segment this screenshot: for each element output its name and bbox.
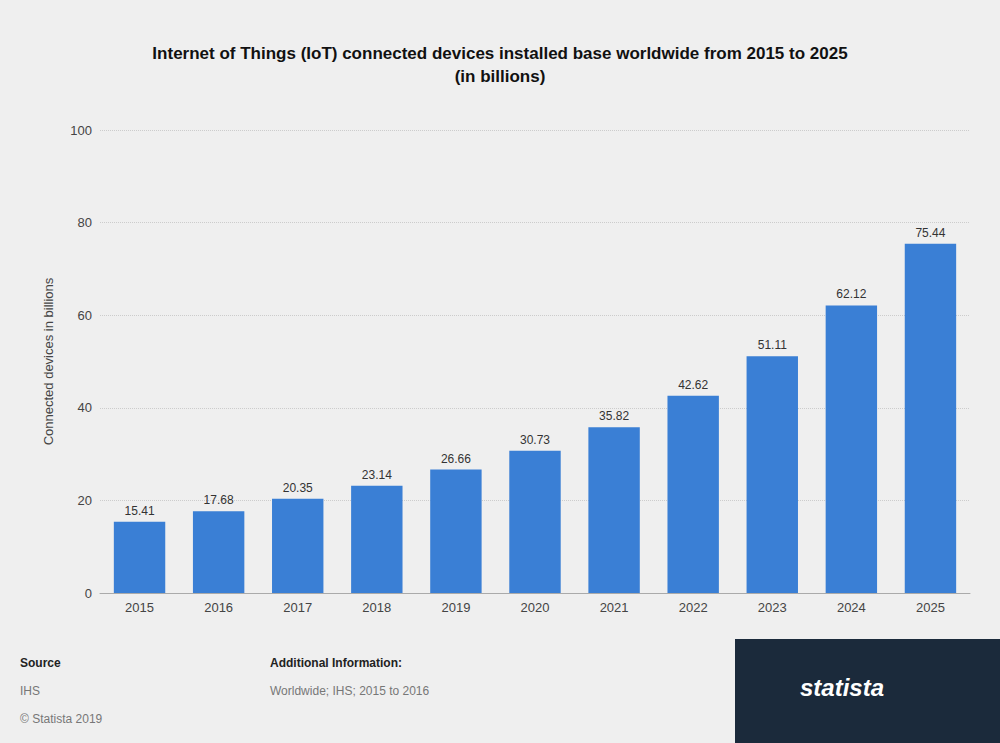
svg-text:Worldwide; IHS; 2015 to 2016: Worldwide; IHS; 2015 to 2016: [270, 684, 430, 698]
svg-text:Internet of Things (IoT) conne: Internet of Things (IoT) connected devic…: [152, 44, 847, 63]
svg-text:80: 80: [78, 215, 92, 230]
svg-text:20.35: 20.35: [283, 481, 313, 495]
svg-text:62.12: 62.12: [836, 287, 866, 301]
svg-text:Source: Source: [20, 656, 61, 670]
svg-text:23.14: 23.14: [362, 468, 392, 482]
svg-text:IHS: IHS: [20, 684, 40, 698]
svg-text:Connected devices in billions: Connected devices in billions: [41, 277, 56, 445]
svg-text:2016: 2016: [204, 600, 233, 615]
svg-text:35.82: 35.82: [599, 409, 629, 423]
svg-text:2025: 2025: [916, 600, 945, 615]
svg-text:100: 100: [70, 123, 92, 138]
svg-text:2019: 2019: [441, 600, 470, 615]
svg-text:60: 60: [78, 308, 92, 323]
svg-text:26.66: 26.66: [441, 452, 471, 466]
svg-text:75.44: 75.44: [915, 226, 945, 240]
svg-text:2021: 2021: [600, 600, 629, 615]
svg-text:30.73: 30.73: [520, 433, 550, 447]
svg-text:2022: 2022: [679, 600, 708, 615]
svg-text:© Statista 2019: © Statista 2019: [20, 712, 103, 726]
svg-text:15.41: 15.41: [125, 504, 155, 518]
svg-text:42.62: 42.62: [678, 378, 708, 392]
svg-text:20: 20: [78, 493, 92, 508]
svg-text:(in billions): (in billions): [455, 67, 546, 86]
svg-text:2020: 2020: [521, 600, 550, 615]
svg-text:2017: 2017: [283, 600, 312, 615]
svg-text:0: 0: [85, 586, 92, 601]
svg-text:statista: statista: [800, 674, 884, 701]
svg-text:2018: 2018: [362, 600, 391, 615]
svg-text:51.11: 51.11: [758, 338, 787, 352]
svg-text:17.68: 17.68: [204, 493, 234, 507]
svg-text:2024: 2024: [837, 600, 866, 615]
svg-text:2015: 2015: [125, 600, 154, 615]
svg-text:40: 40: [78, 400, 92, 415]
svg-text:Additional Information:: Additional Information:: [270, 656, 402, 670]
svg-text:2023: 2023: [758, 600, 787, 615]
